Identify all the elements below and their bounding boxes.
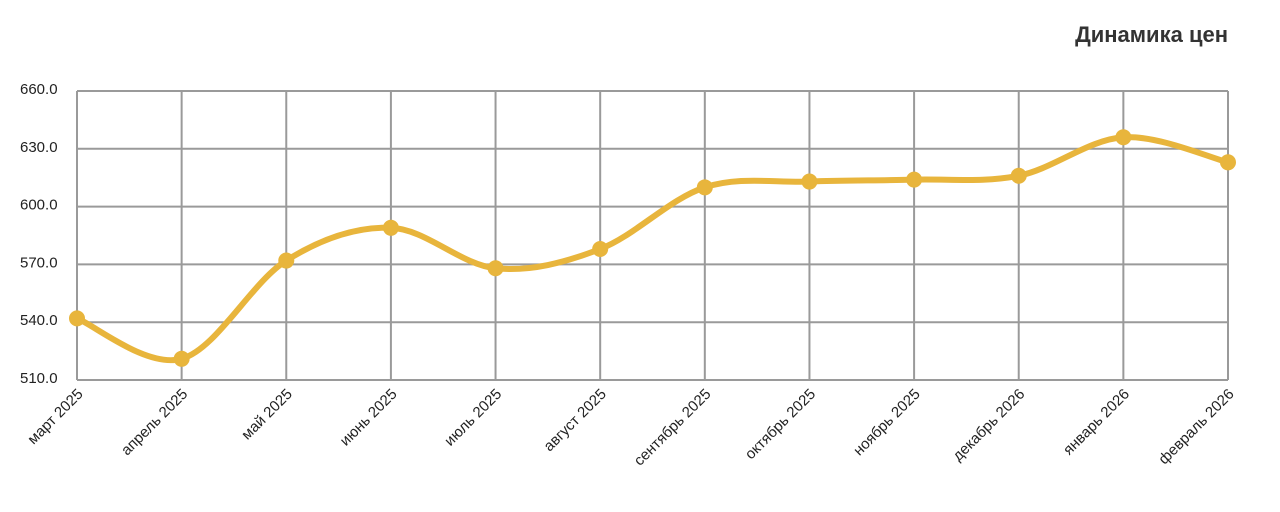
- x-tick-label: июнь 2025: [337, 386, 401, 450]
- x-tick-label: апрель 2025: [118, 386, 191, 459]
- x-tick-label: март 2025: [24, 386, 86, 448]
- point: [69, 310, 85, 327]
- x-tick-label: сентябрь 2025: [631, 386, 715, 470]
- price-line: [74, 134, 1231, 364]
- y-tick-label: 630.0: [20, 139, 58, 156]
- x-tick-label: октябрь 2025: [742, 386, 819, 463]
- point: [592, 240, 609, 257]
- y-tick-label: 510.0: [20, 370, 58, 387]
- x-tick-label: май 2025: [238, 386, 296, 444]
- x-tick-label: ноябрь 2025: [850, 386, 924, 460]
- point: [801, 173, 818, 190]
- point: [1220, 154, 1236, 171]
- chart-title: Динамика цен: [1075, 22, 1228, 47]
- x-tick-label: январь 2026: [1060, 386, 1133, 459]
- y-tick-label: 600.0: [20, 197, 58, 214]
- y-tick-label: 660.0: [20, 81, 58, 98]
- point: [696, 179, 713, 196]
- x-tick-label: август 2025: [540, 386, 609, 455]
- point: [278, 252, 295, 269]
- y-tick-label: 540.0: [20, 312, 58, 329]
- point: [173, 350, 190, 367]
- point: [487, 260, 504, 277]
- point: [382, 219, 399, 236]
- x-tick-label: июль 2025: [441, 386, 505, 450]
- point: [906, 171, 923, 188]
- point: [1010, 167, 1027, 184]
- x-tick-label: декабрь 2026: [949, 386, 1028, 465]
- x-tick-label: февраль 2026: [1155, 386, 1237, 468]
- point: [1115, 129, 1132, 146]
- y-tick-label: 570.0: [20, 254, 58, 271]
